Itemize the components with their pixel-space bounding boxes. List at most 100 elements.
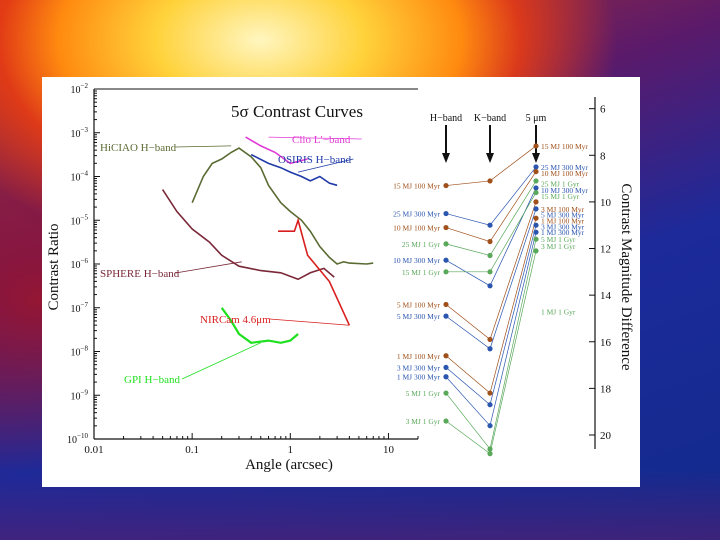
planets-layer: 6 8 10 12 14 16 18 20 H−band K−band 5 μm 15 MJ 100 … bbox=[393, 97, 612, 457]
series-line bbox=[220, 307, 299, 344]
curves-layer: HiCIAO H−band Clio L′−band OSIRIS H−band SP… bbox=[100, 134, 374, 386]
planet-marker bbox=[487, 336, 493, 343]
planet-label: 3 MJ 1 Gyr bbox=[406, 417, 441, 426]
planet-label: 5 MJ 300 Myr bbox=[397, 312, 441, 321]
x-tick-label: 0.1 bbox=[185, 444, 199, 456]
planet-label: 5 MJ 1 Gyr bbox=[406, 389, 441, 398]
axes-layer: 10−2 10−3 10−4 10−5 10−6 10−7 10−8 10−9 10−100.0… bbox=[67, 82, 419, 456]
planet-marker bbox=[533, 189, 539, 196]
planet-marker bbox=[533, 206, 539, 212]
planet-marker bbox=[533, 215, 539, 221]
y2-tick-label: 10 bbox=[600, 197, 612, 209]
planet-marker bbox=[487, 423, 493, 429]
band-label: 5 μm bbox=[526, 113, 547, 124]
y-tick-label: 10−6 bbox=[71, 257, 89, 271]
curve-annotation: SPHERE H−band bbox=[100, 268, 180, 280]
planet-marker bbox=[487, 346, 493, 352]
curve-annotation: NIRCam 4.6μm bbox=[200, 314, 271, 326]
planet-marker bbox=[487, 269, 493, 275]
y-tick-label: 10−8 bbox=[71, 345, 89, 359]
planet-right-label: 3 MJ 1 Gyr bbox=[541, 242, 576, 251]
planet-marker bbox=[443, 364, 449, 371]
planet-marker bbox=[487, 402, 493, 408]
y2-tick-label: 8 bbox=[600, 150, 606, 162]
annotation-pointer bbox=[268, 136, 362, 140]
curve-annotation: HiCIAO H−band bbox=[100, 142, 177, 154]
planet-marker bbox=[487, 238, 493, 245]
planet-label: 10 MJ 100 Myr bbox=[393, 224, 440, 233]
planet-right-label: 15 MJ 1 Gyr bbox=[541, 192, 580, 201]
planet-right-label: 25 MJ 300 Myr bbox=[541, 163, 588, 172]
planet-marker bbox=[533, 199, 539, 205]
planet-label: 25 MJ 300 Myr bbox=[393, 210, 440, 219]
planet-sed-line bbox=[445, 232, 537, 427]
planet-label: 10 MJ 300 Myr bbox=[393, 256, 440, 265]
planet-marker bbox=[533, 236, 539, 242]
planet-marker bbox=[443, 241, 449, 247]
planet-right-label: 25 MJ 1 Gyr bbox=[541, 179, 580, 188]
annotation-pointer bbox=[181, 342, 261, 380]
planet-marker bbox=[533, 248, 539, 254]
series-line bbox=[278, 217, 351, 326]
x-axis-label: Angle (arcsec) bbox=[245, 457, 333, 473]
planet-right-label: 5 MJ 1 Gyr bbox=[541, 235, 576, 244]
planet-sed-line bbox=[445, 218, 537, 394]
planet-right-label: 10 MJ 100 Myr bbox=[541, 169, 588, 178]
planet-sed-line bbox=[446, 192, 537, 273]
planet-marker bbox=[443, 210, 449, 217]
planet-label: 5 MJ 100 Myr bbox=[397, 300, 441, 309]
planet-right-label: 3 MJ 300 Myr bbox=[541, 222, 585, 231]
planet-marker bbox=[533, 168, 539, 175]
y-tick-label: 10−10 bbox=[67, 432, 88, 446]
chart-title: 5σ Contrast Curves bbox=[231, 102, 363, 121]
planet-right-label: 15 MJ 100 Myr bbox=[541, 142, 588, 151]
planet-marker bbox=[533, 222, 539, 228]
planet-right-label: 1 MJ 300 Myr bbox=[541, 228, 585, 237]
planet-marker bbox=[487, 451, 493, 457]
figure-panel: 10−2 10−3 10−4 10−5 10−6 10−7 10−8 10−9 10−10 0.0… bbox=[42, 77, 640, 487]
x-tick-label: 10 bbox=[383, 444, 395, 456]
planet-marker bbox=[443, 353, 449, 359]
curve-annotation: GPI H−band bbox=[124, 374, 181, 386]
y2-tick-label: 16 bbox=[600, 337, 612, 349]
series-line bbox=[191, 147, 374, 265]
planet-label: 1 MJ 100 Myr bbox=[397, 352, 441, 361]
band-arrow-head bbox=[532, 153, 540, 163]
planet-right-label: 10 MJ 300 Myr bbox=[541, 186, 588, 195]
band-arrow-head bbox=[442, 153, 450, 163]
planet-right-label: 1 MJ 1 Gyr bbox=[541, 307, 576, 316]
y2-tick-label: 14 bbox=[600, 290, 612, 302]
series-line bbox=[250, 153, 338, 187]
curve-annotation: OSIRIS H−band bbox=[278, 154, 352, 166]
planet-label: 25 MJ 1 Gyr bbox=[402, 240, 441, 249]
y-axis-label: Contrast Ratio bbox=[46, 223, 62, 310]
y2-axis-label: Contrast Magnitude Difference bbox=[618, 183, 634, 371]
series-line bbox=[161, 189, 335, 281]
y-tick-label: 10−4 bbox=[71, 170, 89, 184]
planet-marker bbox=[533, 229, 539, 235]
curve-annotation: Clio L′−band bbox=[292, 134, 351, 146]
planet-label: 3 MJ 300 Myr bbox=[397, 363, 441, 372]
annotation-pointer bbox=[175, 261, 242, 274]
planet-marker bbox=[487, 222, 493, 228]
y2-tick-label: 20 bbox=[600, 430, 612, 442]
y2-tick-label: 12 bbox=[600, 244, 611, 256]
y-tick-label: 10−7 bbox=[71, 301, 89, 315]
planet-label: 15 MJ 1 Gyr bbox=[402, 268, 441, 277]
planet-marker bbox=[533, 185, 539, 191]
planet-marker bbox=[487, 178, 493, 184]
planet-marker bbox=[487, 390, 493, 396]
planet-marker bbox=[533, 178, 539, 184]
y-tick-label: 10−2 bbox=[71, 82, 89, 96]
planet-marker bbox=[443, 374, 449, 380]
series-line bbox=[245, 136, 308, 165]
y-tick-label: 10−5 bbox=[71, 213, 89, 227]
annotation-pointer bbox=[297, 158, 354, 173]
planet-sed-line bbox=[445, 250, 537, 455]
y2-tick-label: 18 bbox=[600, 383, 612, 395]
y-tick-label: 10−3 bbox=[71, 126, 89, 140]
planet-marker bbox=[533, 164, 539, 170]
y-tick-label: 10−9 bbox=[71, 388, 89, 402]
planet-right-label: 1 MJ 100 Myr bbox=[541, 217, 585, 226]
band-arrow-head bbox=[486, 153, 494, 163]
